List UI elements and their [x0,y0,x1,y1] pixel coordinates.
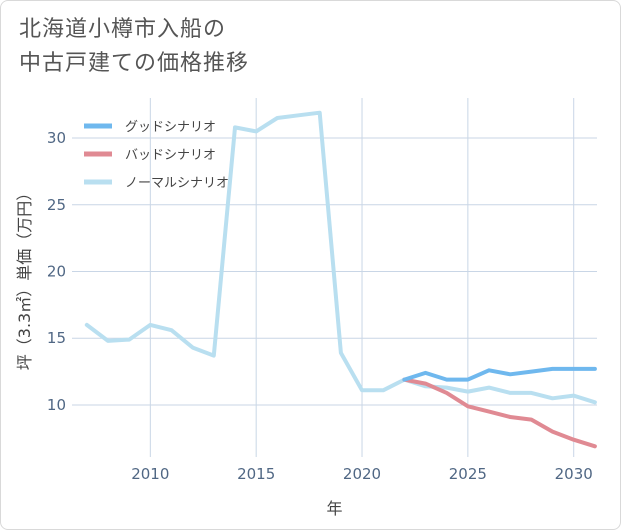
series-lines [84,110,597,449]
legend-label[interactable]: バッドシナリオ [125,148,216,163]
x-tick-label: 2020 [343,465,381,483]
y-tick-label: 25 [47,196,66,214]
grid-lines [72,98,597,457]
y-tick-label: 20 [47,262,66,280]
series-line-good[interactable] [402,366,597,382]
y-tick-label: 15 [47,329,66,347]
y-tick-label: 10 [47,396,66,414]
y-axis-title: 坪（3.3㎡）単価（万円） [15,185,34,370]
x-tick-label: 2025 [449,465,487,483]
x-tick-label: 2030 [555,465,593,483]
chart-title-line-1: 北海道小樽市入船の [19,17,227,42]
y-axis-ticks: 10 15 20 25 30 [47,129,66,414]
x-axis-ticks: 2010 2015 2020 2025 2030 [131,465,593,483]
series-line-normal[interactable] [84,110,597,405]
chart-title: 北海道小樽市入船の 中古戸建ての価格推移 [19,13,249,81]
x-tick-label: 2010 [131,465,169,483]
x-tick-label: 2015 [237,465,275,483]
y-tick-label: 30 [47,129,66,147]
legend-label[interactable]: ノーマルシナリオ [125,176,229,191]
legend-label[interactable]: グッドシナリオ [125,120,216,135]
x-axis-title: 年 [326,499,342,518]
series-line-bad[interactable] [402,377,597,449]
chart-title-line-2: 中古戸建ての価格推移 [19,51,250,76]
